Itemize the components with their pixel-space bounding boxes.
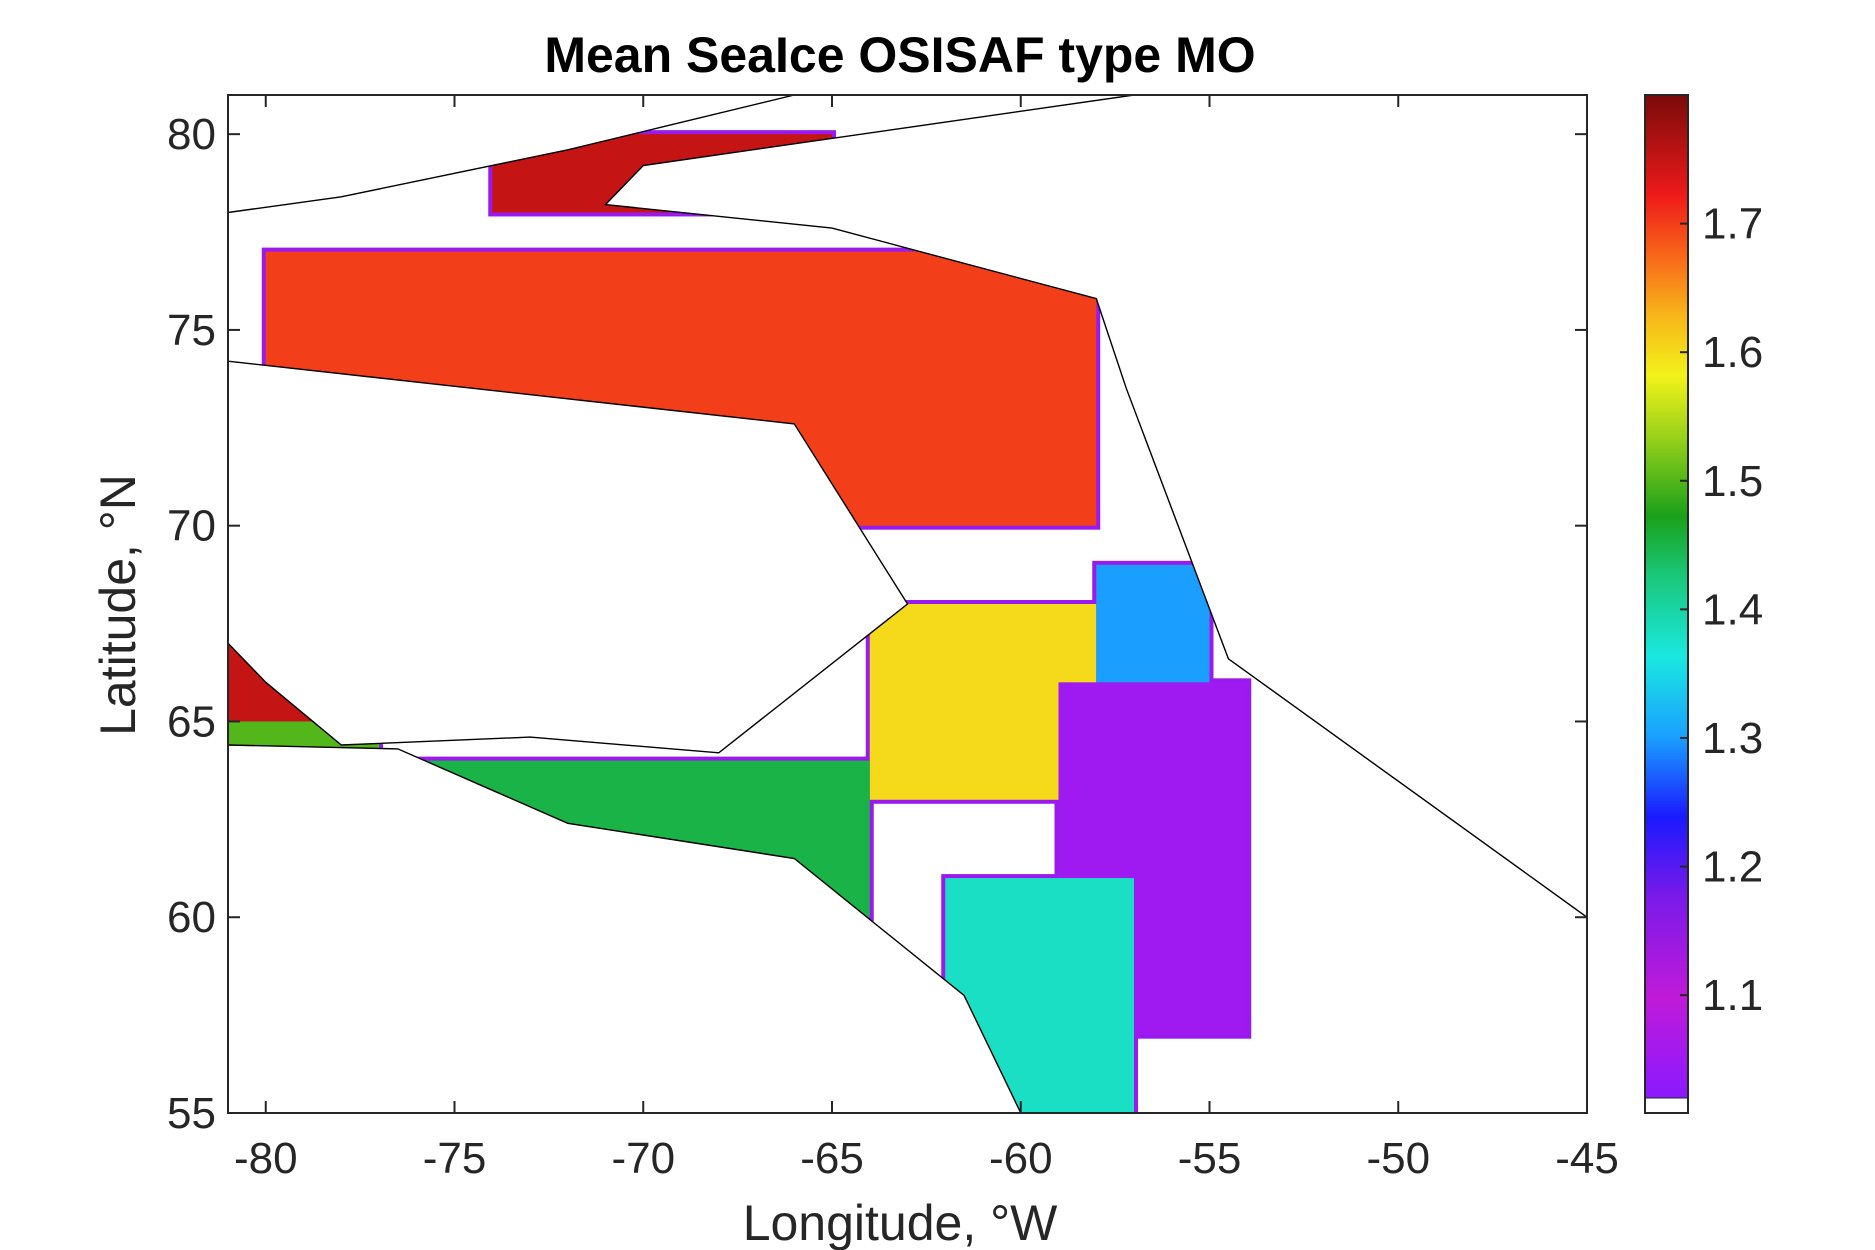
colorbar-ticks: 1.1 1.2 1.3 1.4 1.5 1.6 1.7 xyxy=(1680,200,1763,1020)
x-tick-label: -50 xyxy=(1366,1134,1430,1183)
x-tick-label: -45 xyxy=(1555,1134,1619,1183)
y-tick-label: 70 xyxy=(167,502,216,551)
colorbar-gradient xyxy=(1645,95,1688,1098)
plot-area xyxy=(228,95,1587,1113)
colorbar-tick-label: 1.5 xyxy=(1702,457,1763,506)
x-tick-label: -80 xyxy=(234,1134,298,1183)
y-axis-label: Latitude, °N xyxy=(90,474,146,736)
y-tick-label: 55 xyxy=(167,1089,216,1138)
chart-title: Mean SeaIce OSISAF type MO xyxy=(544,27,1255,83)
colorbar-tick-label: 1.4 xyxy=(1702,585,1763,634)
colorbar-tick-label: 1.2 xyxy=(1702,843,1763,892)
y-tick-label: 75 xyxy=(167,306,216,355)
x-tick-label: -70 xyxy=(611,1134,675,1183)
colorbar-tick-label: 1.6 xyxy=(1702,328,1763,377)
x-tick-label: -55 xyxy=(1178,1134,1242,1183)
colorbar-nodata xyxy=(1644,1097,1689,1114)
x-tick-label: -65 xyxy=(800,1134,864,1183)
landmass-outline xyxy=(228,744,1022,1113)
axes-frame xyxy=(227,94,1588,1114)
y-tick-label: 60 xyxy=(167,893,216,942)
landmass-outline xyxy=(603,95,1587,919)
colorbar-tick-label: 1.7 xyxy=(1702,200,1763,249)
y-axis: 55 60 65 70 75 80 xyxy=(167,110,1587,1138)
coastlines xyxy=(228,95,1587,1113)
landmass-outline xyxy=(228,360,909,754)
colorbar-tick-label: 1.3 xyxy=(1702,714,1763,763)
colorbar-frame xyxy=(1644,94,1689,1114)
landmass-outline xyxy=(228,95,795,214)
x-axis-label: Longitude, °W xyxy=(743,1195,1058,1250)
x-tick-label: -60 xyxy=(989,1134,1053,1183)
colorbar-tick-label: 1.1 xyxy=(1702,971,1763,1020)
y-tick-label: 65 xyxy=(167,697,216,746)
x-axis: -80 -75 -70 -65 -60 -55 -50 -45 xyxy=(234,95,1619,1183)
x-tick-label: -75 xyxy=(423,1134,487,1183)
colorbar: 1.1 1.2 1.3 1.4 1.5 1.6 1.7 xyxy=(1644,94,1763,1114)
y-tick-label: 80 xyxy=(167,110,216,159)
